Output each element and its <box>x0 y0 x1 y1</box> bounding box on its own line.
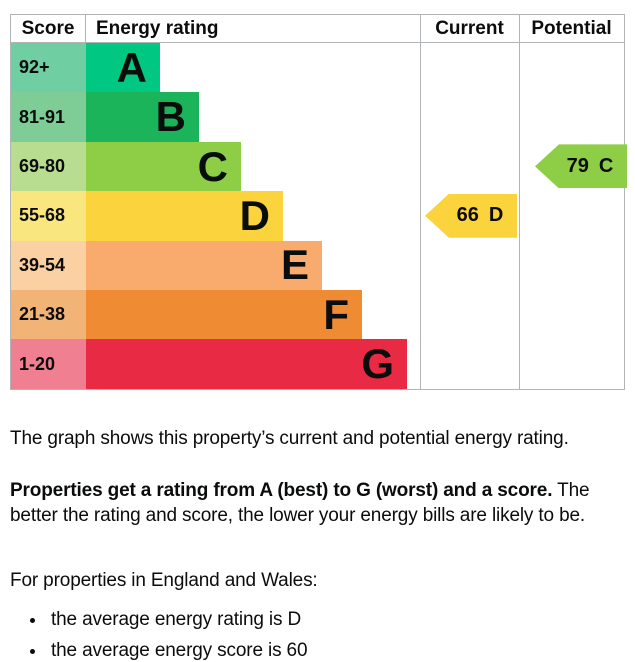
current-column-header: Current <box>435 18 504 39</box>
list-item: the average energy rating is D <box>47 607 624 632</box>
band-bar-a: A <box>86 43 160 93</box>
energy-rating-column-header: Energy rating <box>96 18 219 39</box>
potential-rating-band: C <box>598 154 614 177</box>
band-row-b: 81-91 B <box>11 92 624 142</box>
band-score-range: 55-68 <box>11 191 86 241</box>
current-rating-band: D <box>488 204 504 227</box>
band-row-c: 69-80 C <box>11 141 624 192</box>
band-row-e: 39-54 E <box>11 240 624 291</box>
region-line: For properties in England and Wales: <box>10 570 318 591</box>
current-rating-score: 66 <box>456 204 479 227</box>
current-column-divider <box>420 15 421 389</box>
band-bar-d: D <box>86 191 283 241</box>
band-score-range: 21-38 <box>11 290 86 340</box>
potential-column-header: Potential <box>531 18 612 39</box>
rating-explanation-rest: The better the rating and score, the low… <box>10 480 590 526</box>
band-row-f: 21-38 F <box>11 290 624 340</box>
band-score-range: 1-20 <box>11 339 86 389</box>
potential-rating-score: 79 <box>566 154 589 177</box>
band-score-range: 39-54 <box>11 240 86 291</box>
band-score-range: 69-80 <box>11 141 86 192</box>
band-row-a: 92+ A <box>11 43 624 93</box>
energy-band-rows: 92+ A 81-91 B 69-80 C 55-68 D 39-54 E 21-38 F 1-20 G <box>11 43 624 389</box>
band-bar-e: E <box>86 240 322 291</box>
list-item: the average energy score is 60 <box>47 638 624 662</box>
band-bar-g: G <box>86 339 407 389</box>
band-bar-b: B <box>86 92 199 142</box>
potential-column-divider <box>519 15 520 389</box>
band-score-range: 92+ <box>11 43 86 93</box>
explanatory-text: The graph shows this property’s current … <box>10 426 624 662</box>
band-score-range: 81-91 <box>11 92 86 142</box>
graph-description-paragraph: The graph shows this property’s current … <box>10 428 569 449</box>
energy-rating-chart: Score Energy rating Current Potential 92… <box>10 14 627 390</box>
rating-explanation-paragraph: Properties get a rating from A (best) to… <box>10 478 624 528</box>
band-row-d: 55-68 D <box>11 191 624 241</box>
rating-explanation-bold: Properties get a rating from A (best) to… <box>10 480 553 501</box>
average-stats-list: the average energy rating is D the avera… <box>10 607 624 662</box>
chart-header-row: Score Energy rating Current Potential <box>11 15 624 43</box>
band-bar-f: F <box>86 290 362 340</box>
score-column-header: Score <box>11 15 86 42</box>
band-bar-c: C <box>86 141 241 192</box>
band-row-g: 1-20 G <box>11 339 624 389</box>
